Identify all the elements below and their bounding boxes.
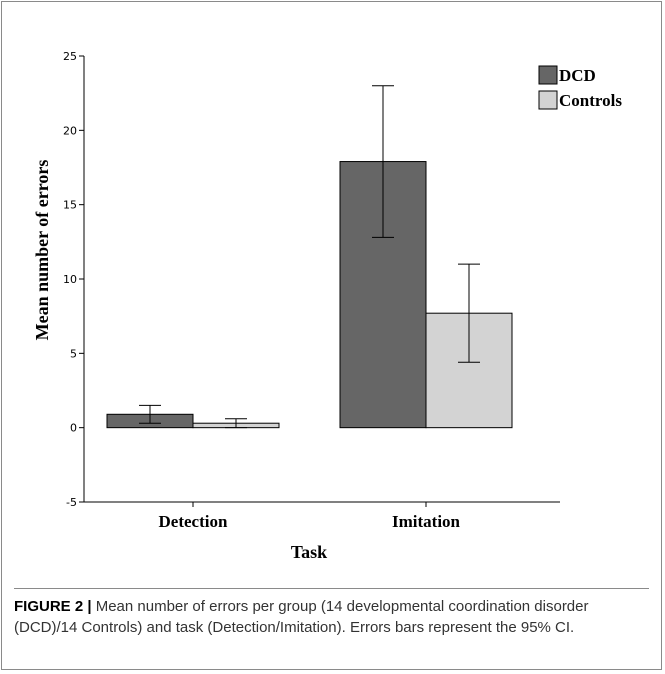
x-tick-label: Imitation xyxy=(392,512,461,531)
y-tick-label: 0 xyxy=(70,422,77,435)
y-tick-label: 10 xyxy=(63,273,77,286)
y-axis-title: Mean number of errors xyxy=(32,160,52,341)
caption-divider xyxy=(14,588,649,589)
y-tick-label: 5 xyxy=(70,347,77,360)
figure-label: FIGURE 2 | xyxy=(14,598,92,615)
chart-error-bars xyxy=(139,85,480,429)
chart-axes: -5 0 5 10 15 20 25 Detection Imitation xyxy=(63,50,560,531)
y-tick-label: -5 xyxy=(66,496,77,509)
legend-label-dcd: DCD xyxy=(559,66,596,85)
y-tick-label: 15 xyxy=(63,199,77,212)
x-tick-label: Detection xyxy=(159,512,228,531)
caption-text: Mean number of errors per group (14 deve… xyxy=(14,598,589,636)
legend-label-controls: Controls xyxy=(559,91,622,110)
chart-bars xyxy=(106,161,513,429)
y-tick-label: 20 xyxy=(63,124,77,137)
y-tick-label: 25 xyxy=(63,50,77,63)
legend-swatch-controls xyxy=(538,90,558,110)
figure-caption: FIGURE 2 | Mean number of errors per gro… xyxy=(14,596,650,638)
bar-chart: -5 0 5 10 15 20 25 Detection Imitation Mean numb… xyxy=(32,50,622,562)
legend-swatch-dcd xyxy=(538,65,558,85)
chart-legend: DCD Controls xyxy=(538,65,622,110)
x-axis-title: Task xyxy=(291,542,327,562)
